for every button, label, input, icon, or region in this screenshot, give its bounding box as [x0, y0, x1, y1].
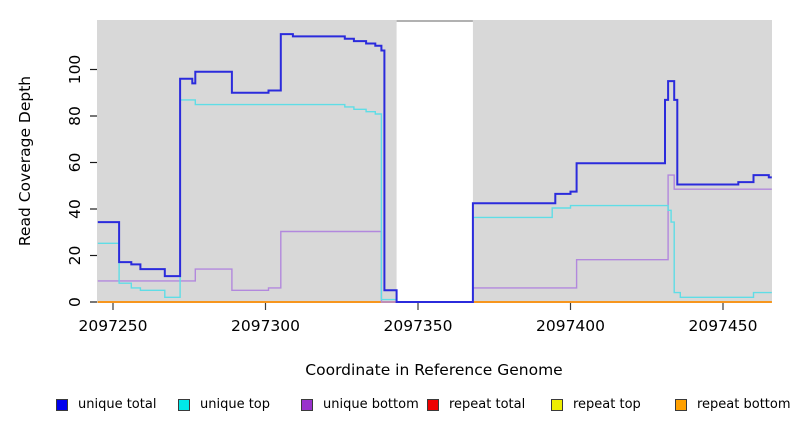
y-axis-ticks: [90, 68, 97, 303]
x-tick-label: 2097350: [383, 317, 452, 335]
x-tick-label: 2097400: [536, 317, 605, 335]
series-line-unique-top: [97, 99, 772, 303]
y-tick-label: 100: [66, 55, 84, 85]
x-axis-ticks: [112, 303, 724, 310]
y-tick-label: 20: [66, 246, 84, 266]
y-axis-title: Read Coverage Depth: [16, 76, 34, 246]
y-tick-label: 0: [66, 297, 84, 307]
series-lines: [97, 33, 772, 303]
y-tick-label: 60: [66, 153, 84, 173]
y-tick-label: 80: [66, 106, 84, 126]
x-tick-label: 2097450: [688, 317, 757, 335]
x-tick-label: 2097300: [231, 317, 300, 335]
y-tick-label: 40: [66, 199, 84, 219]
series-line-unique-total: [97, 33, 772, 303]
x-tick-label: 2097250: [78, 317, 147, 335]
no-data-gap-region: [396, 20, 473, 303]
x-axis-title: Coordinate in Reference Genome: [305, 361, 562, 379]
